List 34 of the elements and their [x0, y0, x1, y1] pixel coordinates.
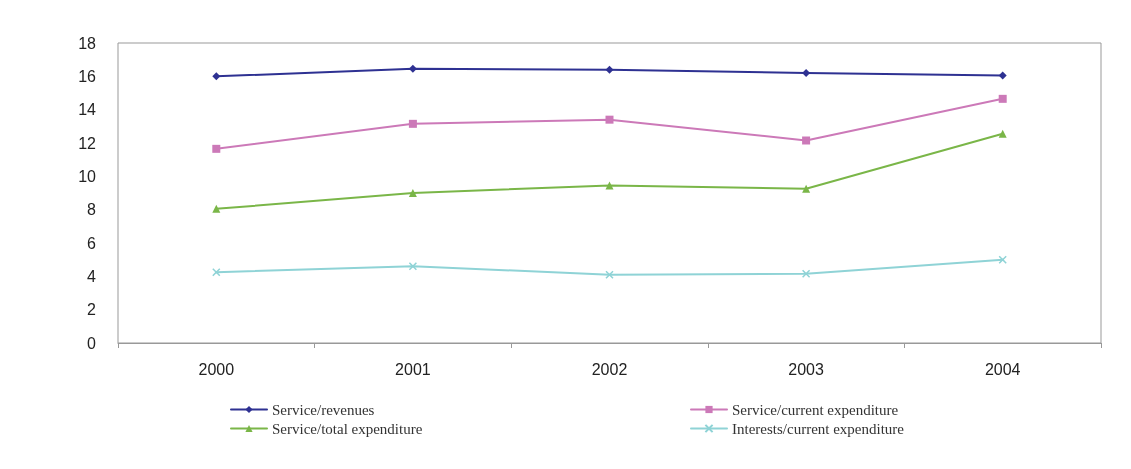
legend-label: Service/total expenditure — [272, 420, 423, 437]
x-tick-label: 2001 — [395, 360, 431, 378]
point — [802, 184, 811, 193]
point — [998, 94, 1007, 103]
point — [212, 144, 221, 153]
point — [802, 69, 811, 77]
x-tick-label: 2004 — [984, 360, 1021, 378]
y-tick-label: 18 — [78, 34, 97, 52]
point — [998, 71, 1007, 80]
point — [408, 189, 417, 197]
y-tick-label: 12 — [78, 134, 97, 152]
point — [998, 129, 1007, 138]
point — [802, 136, 811, 145]
y-tick-label: 14 — [78, 101, 97, 119]
x-tick-label: 2002 — [591, 360, 628, 378]
y-tick-label: 6 — [87, 234, 97, 252]
point — [605, 115, 614, 124]
y-tick-label: 16 — [78, 67, 97, 85]
y-tick-label: 8 — [87, 201, 97, 219]
legend-label: Service/current expenditure — [732, 401, 899, 418]
point — [408, 119, 417, 128]
legend-label: Service/revenues — [272, 401, 375, 418]
legend-label: Interests/current expenditure — [732, 420, 905, 437]
y-tick-label: 4 — [87, 267, 97, 285]
x-tick-label: 2000 — [198, 360, 235, 378]
y-tick-label: 2 — [87, 301, 97, 319]
point — [605, 65, 614, 74]
y-tick-label: 0 — [87, 334, 97, 352]
y-tick-label: 10 — [78, 167, 97, 185]
x-tick-label: 2003 — [788, 360, 824, 378]
point — [605, 181, 614, 190]
point — [408, 64, 417, 73]
point — [212, 72, 221, 81]
point — [212, 204, 221, 213]
